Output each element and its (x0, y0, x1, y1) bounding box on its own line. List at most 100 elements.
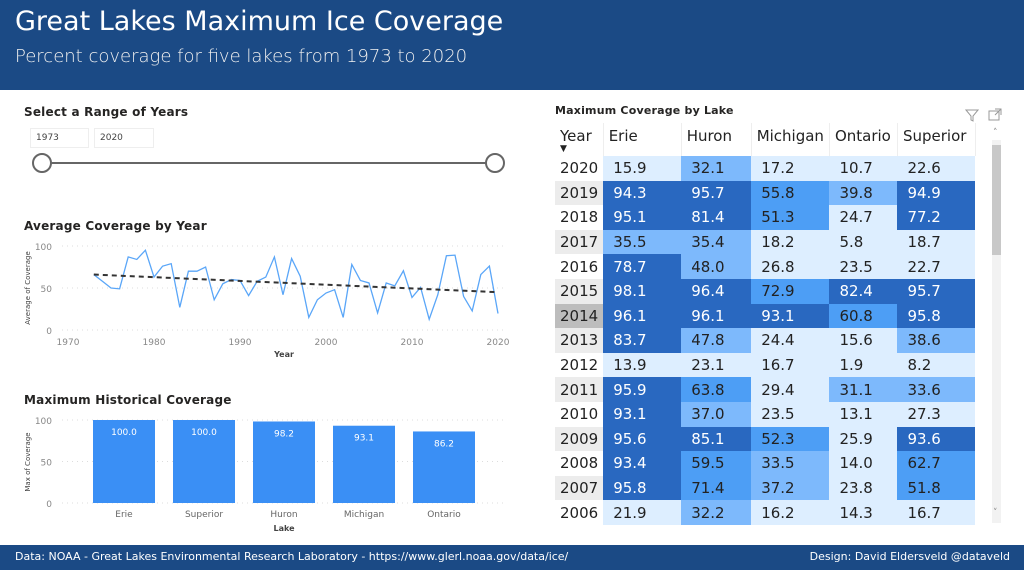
column-header-ontario[interactable]: Ontario (829, 123, 898, 156)
x-axis-label: Lake (273, 524, 295, 533)
coverage-cell: 95.7 (681, 180, 752, 206)
data-label: 98.2 (274, 429, 294, 439)
coverage-cell: 63.8 (681, 377, 752, 402)
coverage-cell: 94.9 (897, 180, 976, 206)
table-row[interactable]: 2013 83.7 47.8 24.4 15.6 38.6 (555, 328, 976, 353)
coverage-cell: 47.8 (681, 328, 752, 353)
bar-superior (173, 420, 235, 503)
coverage-cell: 77.2 (897, 205, 976, 230)
data-label: 100.0 (191, 428, 217, 438)
coverage-cell: 1.9 (829, 352, 898, 378)
year-cell: 2020 (555, 156, 604, 181)
column-header-michigan[interactable]: Michigan (751, 123, 830, 156)
coverage-cell: 93.4 (603, 451, 682, 476)
table-row[interactable]: 2008 93.4 59.5 33.5 14.0 62.7 (555, 451, 976, 476)
column-header-superior[interactable]: Superior (897, 123, 976, 156)
coverage-cell: 39.8 (829, 180, 898, 206)
table-row[interactable]: 2014 96.1 96.1 93.1 60.8 95.8 (555, 303, 976, 329)
range-slider-start-handle[interactable] (32, 153, 52, 173)
start-year-input[interactable]: 1973 (30, 128, 89, 148)
range-slider-end-handle[interactable] (485, 153, 505, 173)
scroll-up-icon[interactable]: ˄ (993, 128, 998, 138)
coverage-cell: 13.1 (829, 401, 898, 427)
x-tick-label: Erie (115, 510, 133, 520)
coverage-cell: 10.7 (829, 156, 898, 181)
coverage-cell: 82.4 (829, 278, 898, 304)
coverage-cell: 51.3 (751, 205, 830, 230)
coverage-cell: 83.7 (603, 328, 682, 353)
column-header-year[interactable]: Year ▼ (555, 123, 604, 156)
year-cell: 2012 (555, 352, 604, 378)
coverage-cell: 5.8 (829, 229, 898, 255)
x-tick-label: Huron (270, 510, 297, 520)
coverage-table: Year ▼ Erie Huron Michigan Ontario Superior 202… (555, 123, 976, 525)
table-row[interactable]: 2015 98.1 96.4 72.9 82.4 95.7 (555, 278, 976, 304)
y-tick-label: 100 (35, 417, 52, 427)
y-tick-label: 50 (41, 459, 53, 469)
y-tick-label: 0 (46, 500, 52, 510)
year-cell: 2013 (555, 328, 604, 353)
table-row[interactable]: 2006 21.9 32.2 16.2 14.3 16.7 (555, 500, 976, 525)
y-tick-label: 100 (35, 243, 52, 253)
scrollbar-thumb[interactable] (992, 145, 1001, 255)
coverage-cell: 25.9 (829, 426, 898, 452)
x-tick-label: 2010 (401, 338, 424, 348)
table-row[interactable]: 2016 78.7 48.0 26.8 23.5 22.7 (555, 254, 976, 279)
coverage-cell: 16.2 (751, 500, 830, 525)
header-banner: Great Lakes Maximum Ice Coverage Percent… (0, 0, 1024, 90)
coverage-cell: 93.1 (603, 401, 682, 427)
coverage-cell: 15.6 (829, 328, 898, 353)
table-row[interactable]: 2017 35.5 35.4 18.2 5.8 18.7 (555, 229, 976, 255)
table-row[interactable]: 2012 13.9 23.1 16.7 1.9 8.2 (555, 352, 976, 378)
bar-erie (93, 420, 155, 503)
x-tick-label: 1970 (57, 338, 80, 348)
column-header-huron[interactable]: Huron (681, 123, 752, 156)
table-row[interactable]: 2009 95.6 85.1 52.3 25.9 93.6 (555, 426, 976, 452)
coverage-cell: 93.6 (897, 426, 976, 452)
table-row[interactable]: 2010 93.1 37.0 23.5 13.1 27.3 (555, 401, 976, 427)
table-row[interactable]: 2011 95.9 63.8 29.4 31.1 33.6 (555, 377, 976, 402)
coverage-cell: 98.1 (603, 278, 682, 304)
coverage-cell: 95.1 (603, 205, 682, 230)
coverage-cell: 23.5 (751, 401, 830, 427)
column-header-erie[interactable]: Erie (603, 123, 682, 156)
table-scrollbar[interactable] (992, 140, 1001, 523)
coverage-cell: 29.4 (751, 377, 830, 402)
scroll-down-icon[interactable]: ˅ (993, 508, 998, 518)
table-row[interactable]: 2019 94.3 95.7 55.8 39.8 94.9 (555, 180, 976, 206)
x-tick-label: 2020 (487, 338, 510, 348)
coverage-cell: 48.0 (681, 254, 752, 279)
coverage-cell: 60.8 (829, 303, 898, 329)
coverage-cell: 14.3 (829, 500, 898, 525)
column-header-label: Superior (902, 127, 967, 145)
coverage-cell: 17.2 (751, 156, 830, 181)
line-chart: 0 50 100 1970 1980 1990 2000 2010 2020 Year Averag… (24, 243, 510, 359)
header-row: Year ▼ Erie Huron Michigan Ontario Superior (555, 123, 976, 156)
bar-michigan (333, 425, 395, 503)
table-row[interactable]: 2018 95.1 81.4 51.3 24.7 77.2 (555, 205, 976, 230)
year-cell: 2009 (555, 426, 604, 452)
coverage-cell: 8.2 (897, 352, 976, 378)
bar-ontario (413, 431, 475, 503)
year-cell: 2017 (555, 229, 604, 255)
coverage-cell: 32.1 (681, 156, 752, 181)
coverage-line (93, 248, 499, 322)
filter-icon[interactable] (965, 108, 979, 122)
coverage-cell: 27.3 (897, 401, 976, 427)
coverage-cell: 93.1 (751, 303, 830, 329)
end-year-input[interactable]: 2020 (94, 128, 154, 148)
coverage-cell: 15.9 (603, 156, 682, 181)
coverage-cell: 51.8 (897, 475, 976, 501)
table-row[interactable]: 2020 15.9 32.1 17.2 10.7 22.6 (555, 156, 976, 181)
table-row[interactable]: 2007 95.8 71.4 37.2 23.8 51.8 (555, 475, 976, 501)
y-tick-label: 50 (41, 285, 53, 295)
data-source: Data: NOAA - Great Lakes Environmental R… (15, 550, 569, 563)
focus-mode-icon[interactable] (988, 108, 1002, 122)
x-tick-label: Ontario (427, 510, 461, 520)
coverage-cell: 18.7 (897, 229, 976, 255)
coverage-cell: 95.7 (897, 278, 976, 304)
column-header-label: Year (560, 127, 592, 145)
design-credit: Design: David Eldersveld @dataveld (809, 550, 1010, 563)
sort-descending-icon[interactable]: ▼ (560, 144, 567, 154)
range-slider-track[interactable] (42, 162, 495, 164)
